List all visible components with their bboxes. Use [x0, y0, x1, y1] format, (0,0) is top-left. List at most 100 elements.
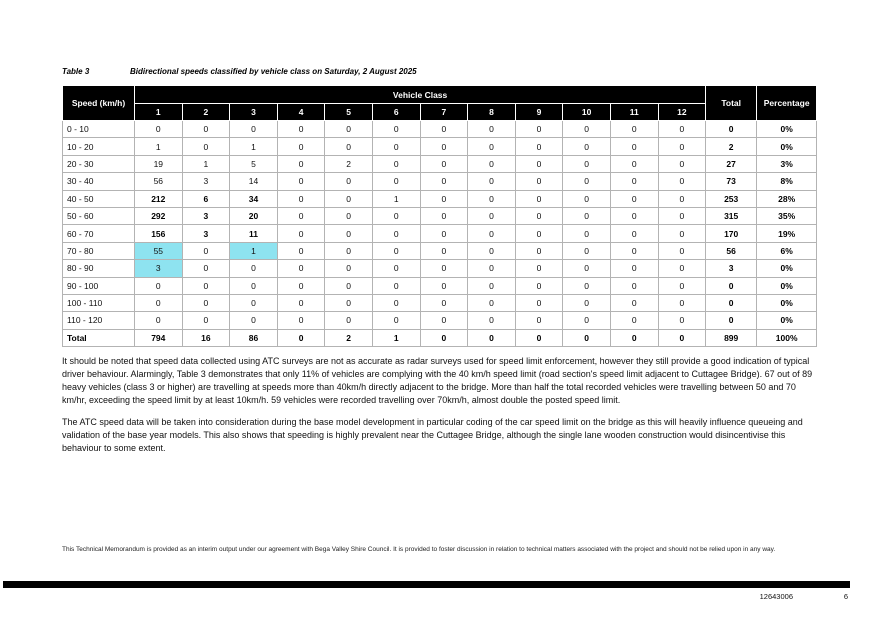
vehicle-class-header-cell: 6	[371, 103, 421, 121]
speed-range-cell: 0 - 10	[62, 119, 135, 139]
count-cell: 0	[324, 241, 373, 261]
count-cell: 0	[657, 328, 707, 348]
count-cell: 0	[562, 172, 611, 191]
count-cell: 14	[229, 172, 278, 191]
count-cell: 0	[419, 137, 469, 156]
count-cell: 0	[371, 206, 421, 226]
disclaimer-footnote: This Technical Memorandum is provided as…	[62, 546, 776, 553]
count-cell: 0	[562, 293, 611, 313]
table-row: 70 - 80 55 0 1 0 0 0 0 0 0 0 0 0 56 6%	[62, 241, 818, 261]
count-cell: 0	[562, 224, 611, 243]
count-cell: 0	[371, 154, 421, 174]
count-cell: 0	[514, 224, 564, 243]
total-column-header: Total	[705, 85, 758, 121]
speed-range-cell: 70 - 80	[62, 241, 135, 261]
count-cell: 0	[371, 172, 421, 191]
count-cell: 0	[371, 276, 421, 295]
count-cell: 0	[562, 276, 611, 295]
count-cell: 0	[514, 206, 564, 226]
count-cell: 0	[609, 119, 659, 139]
count-cell: 0	[467, 328, 516, 348]
speed-range-cell: 80 - 90	[62, 259, 135, 278]
row-total-cell: 3	[705, 259, 758, 278]
count-cell: 0	[276, 259, 326, 278]
row-percentage-cell: 6%	[756, 241, 818, 261]
count-cell: 1	[371, 189, 421, 208]
table-row: 30 - 40 56 3 14 0 0 0 0 0 0 0 0 0 73 8%	[62, 172, 818, 191]
count-cell: 0	[514, 311, 564, 330]
count-cell: 3	[181, 172, 231, 191]
row-percentage-cell: 35%	[756, 206, 818, 226]
count-cell: 0	[324, 293, 373, 313]
count-cell: 0	[419, 172, 469, 191]
count-cell: 0	[657, 276, 707, 295]
count-cell: 0	[562, 259, 611, 278]
count-cell: 0	[371, 241, 421, 261]
count-cell: 292	[134, 206, 183, 226]
count-cell: 0	[609, 172, 659, 191]
count-cell: 0	[419, 311, 469, 330]
table-row: 40 - 50 212 6 34 0 0 1 0 0 0 0 0 0 253 28%	[62, 189, 818, 208]
count-cell: 0	[609, 137, 659, 156]
count-cell: 0	[229, 119, 278, 139]
count-cell: 0	[514, 293, 564, 313]
count-cell: 0	[324, 189, 373, 208]
count-cell: 20	[229, 206, 278, 226]
table-row: 20 - 30 19 1 5 0 2 0 0 0 0 0 0 0 27 3%	[62, 154, 818, 174]
speed-range-cell: 100 - 110	[62, 293, 135, 313]
count-cell: 0	[134, 293, 183, 313]
table-caption-text: Bidirectional speeds classified by vehic…	[130, 67, 417, 76]
count-cell: 0	[609, 311, 659, 330]
count-cell: 0	[562, 328, 611, 348]
paragraph-1: It should be noted that speed data colle…	[62, 356, 813, 405]
count-cell: 0	[609, 241, 659, 261]
row-total-cell: 170	[705, 224, 758, 243]
count-cell: 0	[609, 276, 659, 295]
row-percentage-cell: 8%	[756, 172, 818, 191]
count-cell: 0	[419, 154, 469, 174]
count-cell: 0	[324, 137, 373, 156]
speed-range-cell: 30 - 40	[62, 172, 135, 191]
count-cell: 0	[419, 259, 469, 278]
count-cell: 0	[609, 206, 659, 226]
count-cell: 0	[229, 293, 278, 313]
count-cell: 0	[276, 311, 326, 330]
row-total-cell: 253	[705, 189, 758, 208]
count-cell: 86	[229, 328, 278, 348]
row-total-cell: 0	[705, 311, 758, 330]
count-cell: 3	[181, 224, 231, 243]
vehicle-class-header-cell: 2	[181, 103, 231, 121]
count-cell: 0	[657, 172, 707, 191]
count-cell: 0	[657, 311, 707, 330]
count-cell: 0	[371, 119, 421, 139]
count-cell: 0	[276, 137, 326, 156]
vehicle-class-header-cell: 4	[276, 103, 326, 121]
count-cell: 0	[657, 137, 707, 156]
row-percentage-cell: 0%	[756, 311, 818, 330]
count-cell: 19	[134, 154, 183, 174]
row-total-cell: 27	[705, 154, 758, 174]
row-total-cell: 73	[705, 172, 758, 191]
count-cell: 0	[609, 224, 659, 243]
count-cell: 0	[514, 241, 564, 261]
count-cell: 0	[562, 311, 611, 330]
table-row: 60 - 70 156 3 11 0 0 0 0 0 0 0 0 0 170 19%	[62, 224, 818, 243]
percentage-column-header: Percentage	[756, 85, 818, 121]
speed-range-cell: 40 - 50	[62, 189, 135, 208]
row-percentage-cell: 0%	[756, 119, 818, 139]
count-cell: 0	[134, 119, 183, 139]
count-cell: 3	[181, 206, 231, 226]
table-row: 50 - 60 292 3 20 0 0 0 0 0 0 0 0 0 315 35%	[62, 206, 818, 226]
count-cell: 0	[324, 276, 373, 295]
count-cell: 3	[134, 259, 183, 278]
count-cell: 0	[657, 224, 707, 243]
speed-classification-table: Speed (km/h) Vehicle Class Total Percent…	[62, 85, 818, 348]
table-row: 0 - 10 0 0 0 0 0 0 0 0 0 0 0 0 0 0%	[62, 119, 818, 139]
count-cell: 0	[371, 293, 421, 313]
count-cell: 0	[514, 172, 564, 191]
footer-rule	[3, 581, 850, 588]
count-cell: 0	[514, 119, 564, 139]
count-cell: 0	[181, 276, 231, 295]
row-total-cell: 315	[705, 206, 758, 226]
count-cell: 0	[276, 276, 326, 295]
